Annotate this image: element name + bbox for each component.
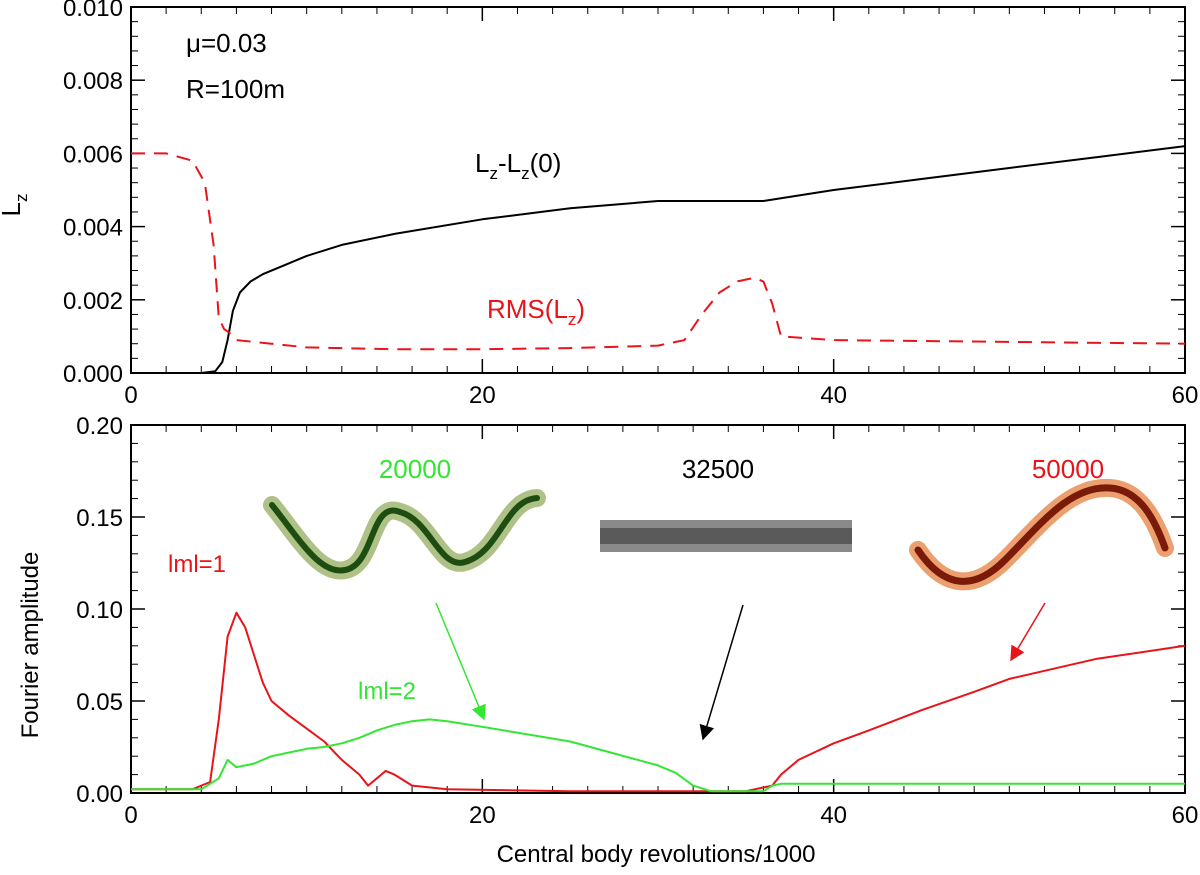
top-series [131, 145, 1186, 374]
top-y-tick-label: 0.008 [63, 68, 123, 95]
bottom-x-tick-label: 20 [469, 802, 496, 829]
bottom-panel: 0 20 40 60 0.00 0.05 0.10 0.15 0.20 Fourier amp… [17, 413, 1198, 868]
top-plot-frame [130, 6, 1186, 374]
top-y-tick-label: 0.000 [63, 361, 123, 388]
radius-annotation: R=100m [186, 74, 285, 104]
rms-series-label: RMS(Lz) [487, 294, 585, 329]
bottom-y-tick-label: 0.20 [76, 413, 123, 440]
bottom-y-tick-label: 0.15 [76, 505, 123, 532]
snapshot-32500-image [600, 520, 852, 552]
bottom-x-axis-label: Central body revolutions/1000 [497, 841, 816, 868]
snapshot-32500-arrow [699, 604, 744, 741]
m2-label: lml=2 [358, 678, 416, 705]
bottom-y-tick-label: 0.10 [76, 597, 123, 624]
snapshot-32500-label: 32500 [682, 454, 754, 484]
top-series-rms-lz- [131, 152, 1186, 351]
bottom-series-lml-1 [131, 611, 1186, 793]
top-y-tick-label: 0.010 [63, 0, 123, 22]
bottom-x-tick-label: 0 [124, 802, 137, 829]
bottom-axis-ticks [130, 424, 1186, 794]
snapshot-50000-label: 50000 [1032, 454, 1104, 484]
bottom-series-lml-2 [131, 718, 1185, 793]
bottom-x-tick-labels: 0 20 40 60 [124, 802, 1198, 829]
bottom-x-tick-label: 60 [1172, 802, 1199, 829]
top-y-tick-labels: 0.000 0.002 0.004 0.006 0.008 0.010 [63, 0, 123, 388]
bottom-y-tick-label: 0.05 [76, 689, 123, 716]
top-x-tick-label: 60 [1172, 382, 1199, 409]
bottom-y-tick-label: 0.00 [76, 781, 123, 808]
top-panel: 0 20 40 60 0.000 0.002 0.004 0.006 0.008 0.010 L… [0, 0, 1198, 409]
top-y-tick-label: 0.002 [63, 288, 123, 315]
top-axis-ticks [130, 6, 1186, 374]
top-x-tick-label: 0 [124, 382, 137, 409]
top-x-tick-label: 40 [820, 382, 847, 409]
bottom-series [131, 611, 1186, 793]
snapshot-20000-arrow [435, 602, 486, 721]
snapshot-50000-arrow [1010, 602, 1046, 662]
bottom-y-tick-labels: 0.00 0.05 0.10 0.15 0.20 [76, 413, 123, 808]
top-y-axis-label-base: L [0, 202, 26, 216]
snapshot-20000-image [263, 489, 546, 580]
bottom-y-axis-label: Fourier amplitude [17, 552, 44, 739]
top-y-axis-label-sub: z [12, 194, 31, 203]
m1-label: lml=1 [168, 551, 226, 578]
top-x-tick-label: 20 [469, 382, 496, 409]
top-y-axis-label: Lz [0, 194, 31, 217]
snapshot-20000-label: 20000 [379, 454, 451, 484]
top-x-tick-labels: 0 20 40 60 [124, 382, 1198, 409]
bottom-plot-frame [130, 424, 1186, 794]
mu-annotation: μ=0.03 [186, 28, 267, 58]
snapshot-50000-image [909, 478, 1174, 591]
top-y-tick-label: 0.004 [63, 215, 123, 242]
top-series-lz-lz-0- [131, 145, 1186, 374]
top-y-tick-label: 0.006 [63, 141, 123, 168]
lz-series-label: Lz-Lz(0) [475, 148, 561, 183]
bottom-x-tick-label: 40 [820, 802, 847, 829]
